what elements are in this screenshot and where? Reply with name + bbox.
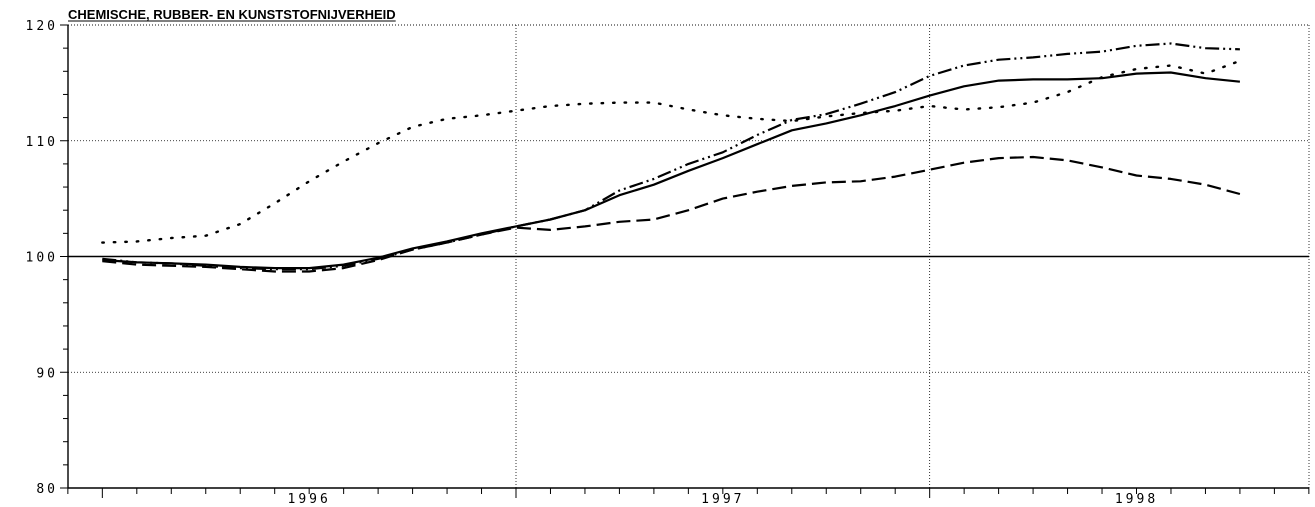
y-tick-label-80: 80: [36, 482, 58, 497]
x-tick-label-1998: 1998: [1115, 492, 1158, 507]
y-tick-label-120: 120: [26, 19, 58, 34]
x-tick-label-1996: 1996: [288, 492, 331, 507]
series-line-4-dash-dot-dot: [102, 42, 1240, 271]
y-tick-label-90: 90: [36, 366, 58, 381]
series-line-1-solid: [102, 71, 1241, 270]
y-tick-label-110: 110: [26, 135, 58, 150]
x-tick-label-1997: 1997: [701, 492, 744, 507]
gridlines: [68, 24, 1309, 488]
series-lines: [101, 42, 1242, 273]
y-tick-label-100: 100: [26, 251, 58, 266]
axes: 80 90 100 110 120 1996 1997 1998: [26, 19, 1310, 507]
series-line-2-dotted: [101, 59, 1242, 244]
chart-title: CHEMISCHE, RUBBER- EN KUNSTSTOFNIJVERHEI…: [68, 7, 396, 22]
series-line-3-dashed: [102, 155, 1241, 273]
